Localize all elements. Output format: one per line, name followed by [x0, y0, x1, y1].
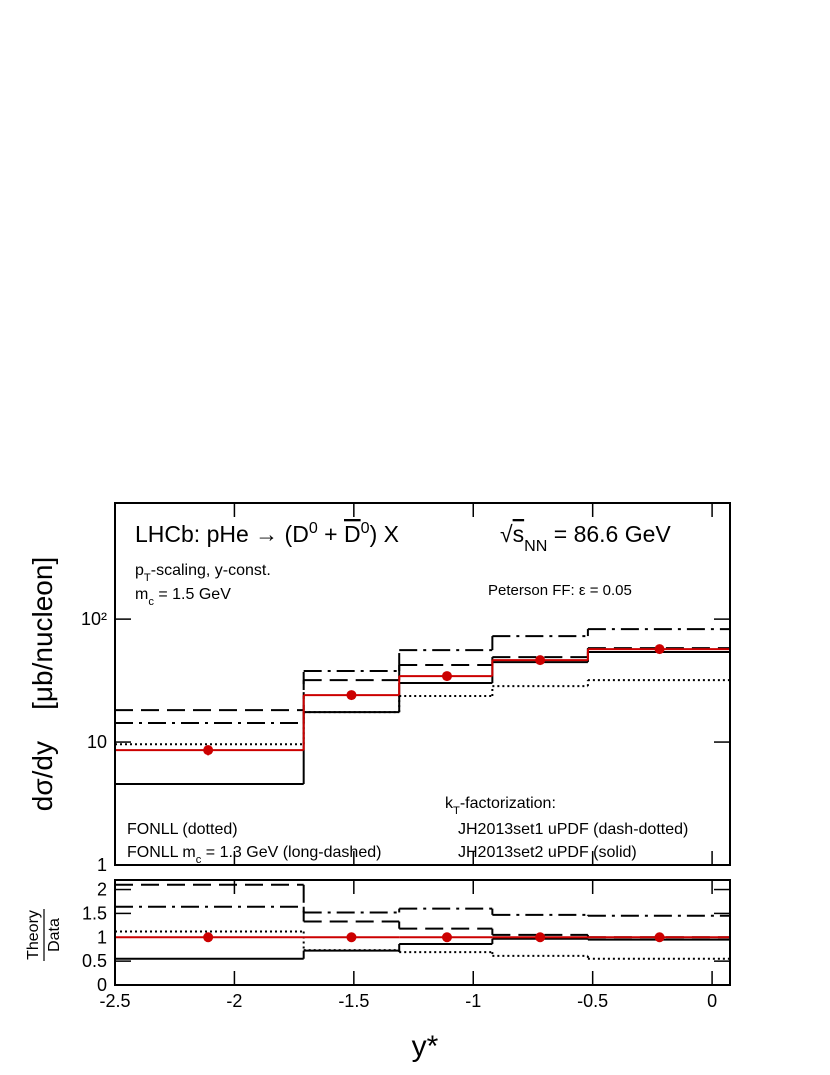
text-part: FONLL m: [127, 844, 196, 861]
text-part: -scaling, y-const.: [151, 562, 271, 579]
text-part: +: [318, 521, 344, 547]
data-point: [346, 690, 357, 701]
annotation: mc = 1.5 GeV: [135, 586, 231, 608]
frame: [114, 502, 731, 866]
text-part: NN: [524, 537, 547, 555]
text-part: √: [500, 521, 513, 547]
text-part: s: [513, 521, 525, 547]
text-part: D: [344, 521, 361, 547]
data-point: [441, 671, 452, 682]
legend-entry: JH2013set1 uPDF (dash-dotted): [458, 821, 688, 838]
data-point: [535, 655, 546, 666]
text-part: 0: [361, 519, 370, 537]
y-tick-label: 0.5: [82, 951, 107, 971]
legend-entry: FONLL (dotted): [127, 821, 238, 838]
legend-entry: JH2013set2 uPDF (solid): [458, 844, 637, 861]
data-point: [654, 932, 665, 943]
text-part: = 1.5 GeV: [154, 586, 231, 603]
y-tick-label: 1: [97, 855, 107, 875]
legend-entry: FONLL mc = 1.3 GeV (long-dashed): [127, 844, 381, 866]
data-point: [346, 932, 357, 943]
x-tick-label: 0: [707, 991, 717, 1011]
text-part: JH2013set2 uPDF (solid): [458, 844, 637, 861]
y-label-numerator: Theory: [25, 910, 42, 960]
x-tick-label: -2.5: [99, 991, 130, 1011]
data-point: [535, 932, 546, 943]
x-tick-label: -1.5: [338, 991, 369, 1011]
text-part: k: [445, 795, 454, 812]
text-part: T: [453, 805, 460, 817]
y-tick-label: 10: [87, 732, 107, 752]
annotation: pT-scaling, y-const.: [135, 562, 271, 584]
y-tick-label: 1: [97, 927, 107, 947]
y-tick-label: 0: [97, 975, 107, 995]
annotation: kT-factorization:: [445, 795, 556, 817]
text-part: m: [135, 586, 148, 603]
x-tick-label: -2: [226, 991, 242, 1011]
y-tick-label: 2: [97, 880, 107, 900]
text-part: ) X: [370, 521, 399, 547]
x-tick-label: -1: [465, 991, 481, 1011]
data-point: [203, 932, 214, 943]
data-point: [203, 745, 214, 756]
annotation: LHCb: pHe → (D0 + D0) X: [135, 519, 399, 547]
y-axis-label: Theory Data: [25, 909, 63, 961]
x-axis-label: y*: [412, 1030, 439, 1063]
data-point: [654, 644, 665, 655]
annotation: √sNN = 86.6 GeV: [500, 521, 671, 555]
text-part: Peterson FF: ε = 0.05: [488, 582, 632, 599]
text-part: LHCb: pHe → (D: [135, 521, 309, 547]
text-part: JH2013set1 uPDF (dash-dotted): [458, 821, 688, 838]
annotation: Peterson FF: ε = 0.05: [488, 582, 632, 599]
text-part: c: [148, 596, 154, 608]
text-part: T: [144, 572, 151, 584]
y-label-denominator: Data: [46, 918, 63, 952]
x-tick-label: -0.5: [577, 991, 608, 1011]
y-tick-label: 10²: [81, 609, 107, 629]
text-part: = 1.3 GeV (long-dashed): [201, 844, 381, 861]
y-tick-label: 1.5: [82, 903, 107, 923]
data-point: [441, 932, 452, 943]
frame: [114, 879, 731, 986]
text-part: p: [135, 562, 144, 579]
text-part: c: [196, 854, 202, 866]
text-part: 0: [309, 519, 318, 537]
y-axis-label: dσ/dy [μb/nucleon]: [27, 557, 58, 811]
text-part: = 86.6 GeV: [547, 521, 671, 547]
text-part: FONLL (dotted): [127, 821, 238, 838]
text-part: -factorization:: [460, 795, 556, 812]
